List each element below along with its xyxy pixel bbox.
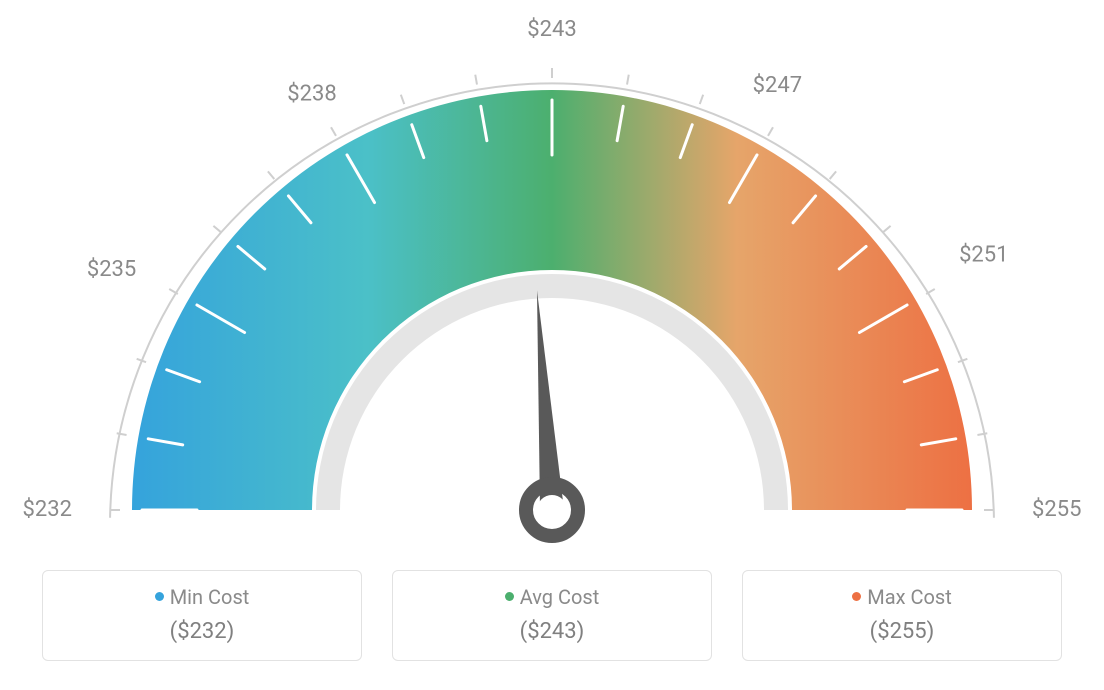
svg-text:$255: $255 bbox=[1032, 497, 1081, 522]
svg-text:$247: $247 bbox=[753, 73, 802, 98]
legend-avg-dot bbox=[505, 592, 514, 601]
legend-min-title: Min Cost bbox=[43, 585, 361, 609]
legend-row: Min Cost ($232) Avg Cost ($243) Max Cost… bbox=[0, 570, 1104, 661]
legend-min-dot bbox=[155, 592, 164, 601]
legend-max-value: ($255) bbox=[743, 619, 1061, 644]
legend-max-title: Max Cost bbox=[743, 585, 1061, 609]
svg-text:$243: $243 bbox=[527, 17, 576, 42]
gauge-chart: $232 $235 $238 $243 $247 $251 $255 bbox=[0, 0, 1104, 560]
legend-avg-title: Avg Cost bbox=[393, 585, 711, 609]
legend-min-box: Min Cost ($232) bbox=[42, 570, 362, 661]
legend-avg-box: Avg Cost ($243) bbox=[392, 570, 712, 661]
legend-max-label: Max Cost bbox=[867, 585, 952, 609]
legend-max-dot bbox=[852, 592, 861, 601]
svg-text:$232: $232 bbox=[23, 497, 72, 522]
legend-max-box: Max Cost ($255) bbox=[742, 570, 1062, 661]
svg-text:$251: $251 bbox=[959, 243, 1008, 268]
legend-min-label: Min Cost bbox=[170, 585, 250, 609]
gauge-svg: $232 $235 $238 $243 $247 $251 $255 bbox=[0, 0, 1104, 560]
legend-avg-label: Avg Cost bbox=[520, 585, 600, 609]
svg-text:$235: $235 bbox=[87, 257, 136, 282]
legend-avg-value: ($243) bbox=[393, 619, 711, 644]
legend-min-value: ($232) bbox=[43, 619, 361, 644]
svg-text:$238: $238 bbox=[287, 81, 336, 106]
